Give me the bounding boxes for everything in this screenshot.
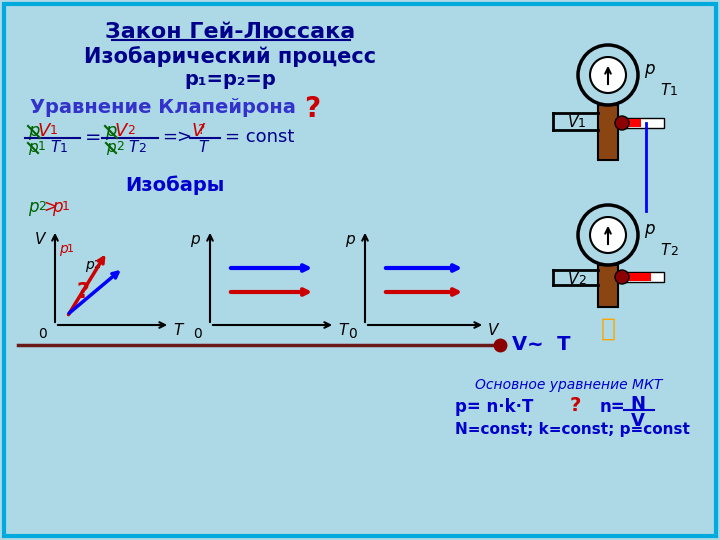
Bar <box>623 119 641 127</box>
Text: n=: n= <box>600 398 626 416</box>
Text: ?: ? <box>76 282 89 302</box>
Text: p: p <box>28 140 37 155</box>
Text: = const: = const <box>225 128 294 146</box>
Text: 1: 1 <box>50 124 58 137</box>
Text: p: p <box>644 220 654 238</box>
Text: p= n·k·T: p= n·k·T <box>455 398 534 416</box>
Text: V: V <box>488 323 498 338</box>
Bar <box>623 273 651 281</box>
Circle shape <box>615 270 629 284</box>
Text: 1: 1 <box>60 142 68 155</box>
Text: T: T <box>660 83 670 98</box>
Text: p: p <box>59 242 68 256</box>
Text: 1: 1 <box>578 117 586 130</box>
Text: V: V <box>568 115 578 130</box>
Text: >: > <box>43 198 57 216</box>
Text: p: p <box>346 232 355 247</box>
Text: p: p <box>105 122 117 140</box>
Text: N: N <box>631 395 646 413</box>
Text: 1: 1 <box>670 85 678 98</box>
Text: p: p <box>28 198 38 216</box>
Bar <box>622 272 664 282</box>
Text: 🕯: 🕯 <box>600 317 616 341</box>
Text: T: T <box>660 243 670 258</box>
Text: T: T <box>338 323 347 338</box>
Text: =>: => <box>162 128 192 146</box>
Text: T: T <box>128 140 138 155</box>
Text: =: = <box>85 128 102 147</box>
Text: p: p <box>28 122 40 140</box>
Circle shape <box>590 217 626 253</box>
Text: 2: 2 <box>578 274 586 287</box>
Text: T: T <box>198 140 207 155</box>
Text: 0: 0 <box>38 327 47 341</box>
Text: 2: 2 <box>38 200 46 213</box>
Text: 2: 2 <box>670 245 678 258</box>
Text: Изобары: Изобары <box>125 175 225 194</box>
Text: 0: 0 <box>193 327 202 341</box>
Text: p: p <box>644 60 654 78</box>
Text: Закон Гей-Люссака: Закон Гей-Люссака <box>105 22 355 42</box>
Text: p: p <box>85 258 94 272</box>
Text: ?: ? <box>304 95 320 123</box>
Text: T: T <box>173 323 182 338</box>
Text: 2: 2 <box>138 142 146 155</box>
Text: p: p <box>106 140 116 155</box>
Text: N=const; k=const; p=const: N=const; k=const; p=const <box>455 422 690 437</box>
Text: 1: 1 <box>38 140 46 153</box>
Text: T: T <box>50 140 59 155</box>
Text: ?: ? <box>198 123 205 137</box>
Text: V: V <box>568 272 578 287</box>
Text: 1: 1 <box>67 244 74 254</box>
Text: p: p <box>52 198 63 216</box>
Text: 2: 2 <box>116 140 124 153</box>
Text: Основное уравнение МКТ: Основное уравнение МКТ <box>475 378 662 392</box>
Text: 2: 2 <box>93 260 100 270</box>
Text: 1: 1 <box>62 200 70 213</box>
Text: p: p <box>190 232 200 247</box>
Bar <box>622 118 664 128</box>
Text: V: V <box>115 122 127 140</box>
Text: 2: 2 <box>127 124 135 137</box>
Bar <box>598 105 618 160</box>
Text: 0: 0 <box>348 327 357 341</box>
Text: V: V <box>192 122 204 140</box>
Text: Изобарический процесс: Изобарический процесс <box>84 46 376 67</box>
Text: p₁=p₂=p: p₁=p₂=p <box>184 70 276 89</box>
Text: V: V <box>35 232 45 247</box>
Text: Уравнение Клапейрона: Уравнение Клапейрона <box>30 98 296 117</box>
Text: V: V <box>631 412 645 430</box>
Bar <box>598 265 618 307</box>
Text: V~  T: V~ T <box>512 335 570 354</box>
Circle shape <box>590 57 626 93</box>
Text: ?: ? <box>570 396 581 415</box>
Circle shape <box>615 116 629 130</box>
Text: V: V <box>38 122 50 140</box>
